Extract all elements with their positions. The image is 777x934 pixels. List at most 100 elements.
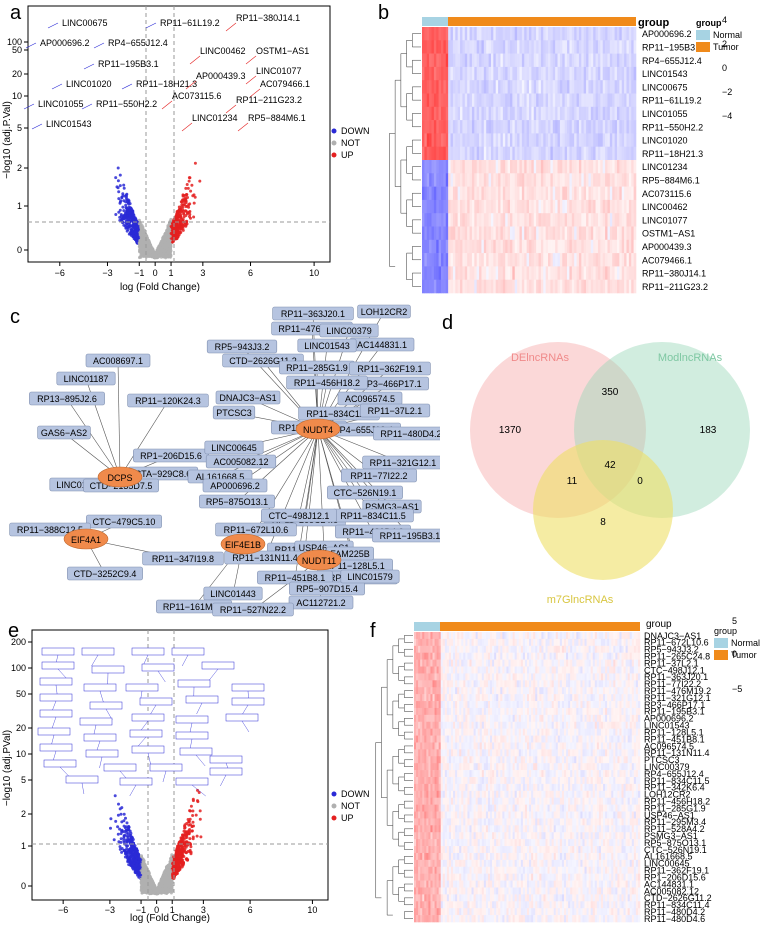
- heatmap-cell: [431, 133, 435, 147]
- heatmap-cell: [495, 186, 499, 201]
- volcano-point: [178, 231, 182, 235]
- heatmap-cell: [509, 27, 513, 41]
- network-node-label: CTC−498J12.1: [269, 511, 330, 521]
- network-node-label: LINC00645: [211, 443, 257, 453]
- volcano-a-ytick-label: 0: [17, 245, 22, 255]
- heatmap-cell: [460, 266, 463, 280]
- heatmap-cell: [545, 120, 549, 134]
- network-node-label: RP5−907D15.4: [296, 584, 358, 594]
- heatmap-cell: [590, 93, 594, 108]
- heatmap-cell: [443, 199, 447, 214]
- heatmap-cell: [469, 66, 473, 81]
- heatmap-cell: [502, 266, 506, 280]
- heatmap-cell: [524, 146, 527, 161]
- heatmap-cell: [540, 253, 544, 267]
- heatmap-cell: [612, 93, 615, 108]
- heatmap-cell: [455, 173, 458, 187]
- heatmap-cell: [509, 239, 513, 254]
- heatmap-cell: [633, 106, 637, 121]
- heatmap-cell: [445, 226, 449, 241]
- network-hub-label: EIF4E1B: [225, 540, 261, 550]
- heatmap-cell: [457, 106, 461, 121]
- heatmap-cell: [571, 173, 575, 187]
- heatmap-cell: [524, 93, 527, 108]
- heatmap-row-label: RP5−884M6.1: [642, 175, 700, 185]
- heatmap-cell: [612, 106, 615, 121]
- volcano-point: [137, 241, 141, 245]
- heatmap-cell: [462, 253, 466, 267]
- heatmap-cell: [562, 199, 565, 214]
- heatmap-cell: [545, 80, 549, 94]
- heatmap-cell: [621, 213, 625, 227]
- heatmap-cell: [438, 213, 442, 227]
- heatmap-cell: [509, 66, 513, 81]
- heatmap-cell: [597, 40, 601, 54]
- venn-set-mod: ModlncRNAs: [658, 352, 723, 364]
- heatmap-cell: [443, 160, 447, 174]
- heatmap-cell: [457, 199, 461, 214]
- heatmap-cell: [519, 279, 523, 294]
- heatmap-cell: [564, 27, 568, 41]
- heatmap-cell: [633, 173, 637, 187]
- panel-label-e: e: [8, 620, 20, 642]
- heatmap-cell: [469, 106, 473, 121]
- heatmap-cell: [433, 133, 437, 147]
- heatmap-cell: [483, 93, 487, 108]
- volcano-point: [162, 248, 166, 252]
- heatmap-cell: [564, 66, 568, 81]
- volcano-a-xtick-label: 1: [169, 268, 174, 278]
- heatmap-cell: [476, 199, 480, 214]
- heatmap-cell: [474, 266, 477, 280]
- heatmap-cell: [588, 80, 592, 94]
- volcano-point: [143, 240, 147, 244]
- heatmap-cell: [543, 253, 546, 267]
- heatmap-cell: [507, 93, 511, 108]
- heatmap-cell: [512, 66, 516, 81]
- volcano-a-down-label: RP11−61L19.2: [160, 18, 220, 28]
- network-node-label: RP11−120K24.3: [135, 396, 201, 406]
- heatmap-cell: [429, 173, 432, 187]
- network-node-label: RP11−476M19.2: [278, 324, 345, 334]
- heatmap-cell: [490, 186, 494, 201]
- heatmap-cell: [426, 213, 430, 227]
- network-edge: [66, 398, 121, 478]
- heatmap-cell: [422, 213, 425, 227]
- network-node-box: [272, 306, 354, 321]
- heatmap-cell: [633, 133, 637, 147]
- heatmap-cell: [514, 226, 518, 241]
- heatmap-cell: [595, 160, 599, 174]
- heatmap-cell: [471, 239, 475, 254]
- volcano-point: [122, 186, 126, 190]
- heatmap-cell: [612, 80, 615, 94]
- heatmap-cell: [555, 173, 558, 187]
- heatmap-cell: [422, 186, 425, 201]
- heatmap-cell: [548, 160, 551, 174]
- heatmap-cell: [578, 106, 582, 121]
- heatmap-cell: [631, 27, 634, 41]
- network-node-label: AC005082.12: [213, 457, 268, 467]
- heatmap-cell: [559, 80, 563, 94]
- heatmap-cell: [609, 27, 613, 41]
- heatmap-cell: [578, 40, 582, 54]
- heatmap-cell: [457, 133, 461, 147]
- heatmap-cell: [628, 93, 632, 108]
- heatmap-cell: [633, 120, 637, 134]
- heatmap-cell: [505, 199, 508, 214]
- heatmap-cell: [483, 226, 487, 241]
- heatmap-cell: [490, 253, 494, 267]
- heatmap-cell: [507, 279, 511, 294]
- heatmap-cell: [564, 213, 568, 227]
- heatmap-cell: [557, 199, 561, 214]
- heatmap-cell: [626, 66, 630, 81]
- heatmap-cell: [533, 120, 537, 134]
- heatmap-cell: [452, 266, 456, 280]
- network-node-box: [67, 566, 143, 581]
- heatmap-cell: [517, 266, 520, 280]
- heatmap-cell: [529, 27, 532, 41]
- heatmap-cell: [469, 93, 473, 108]
- heatmap-cell: [616, 253, 620, 267]
- heatmap-cell: [588, 226, 592, 241]
- heatmap-cell: [621, 253, 625, 267]
- heatmap-cell: [424, 239, 428, 254]
- heatmap-cell: [481, 106, 485, 121]
